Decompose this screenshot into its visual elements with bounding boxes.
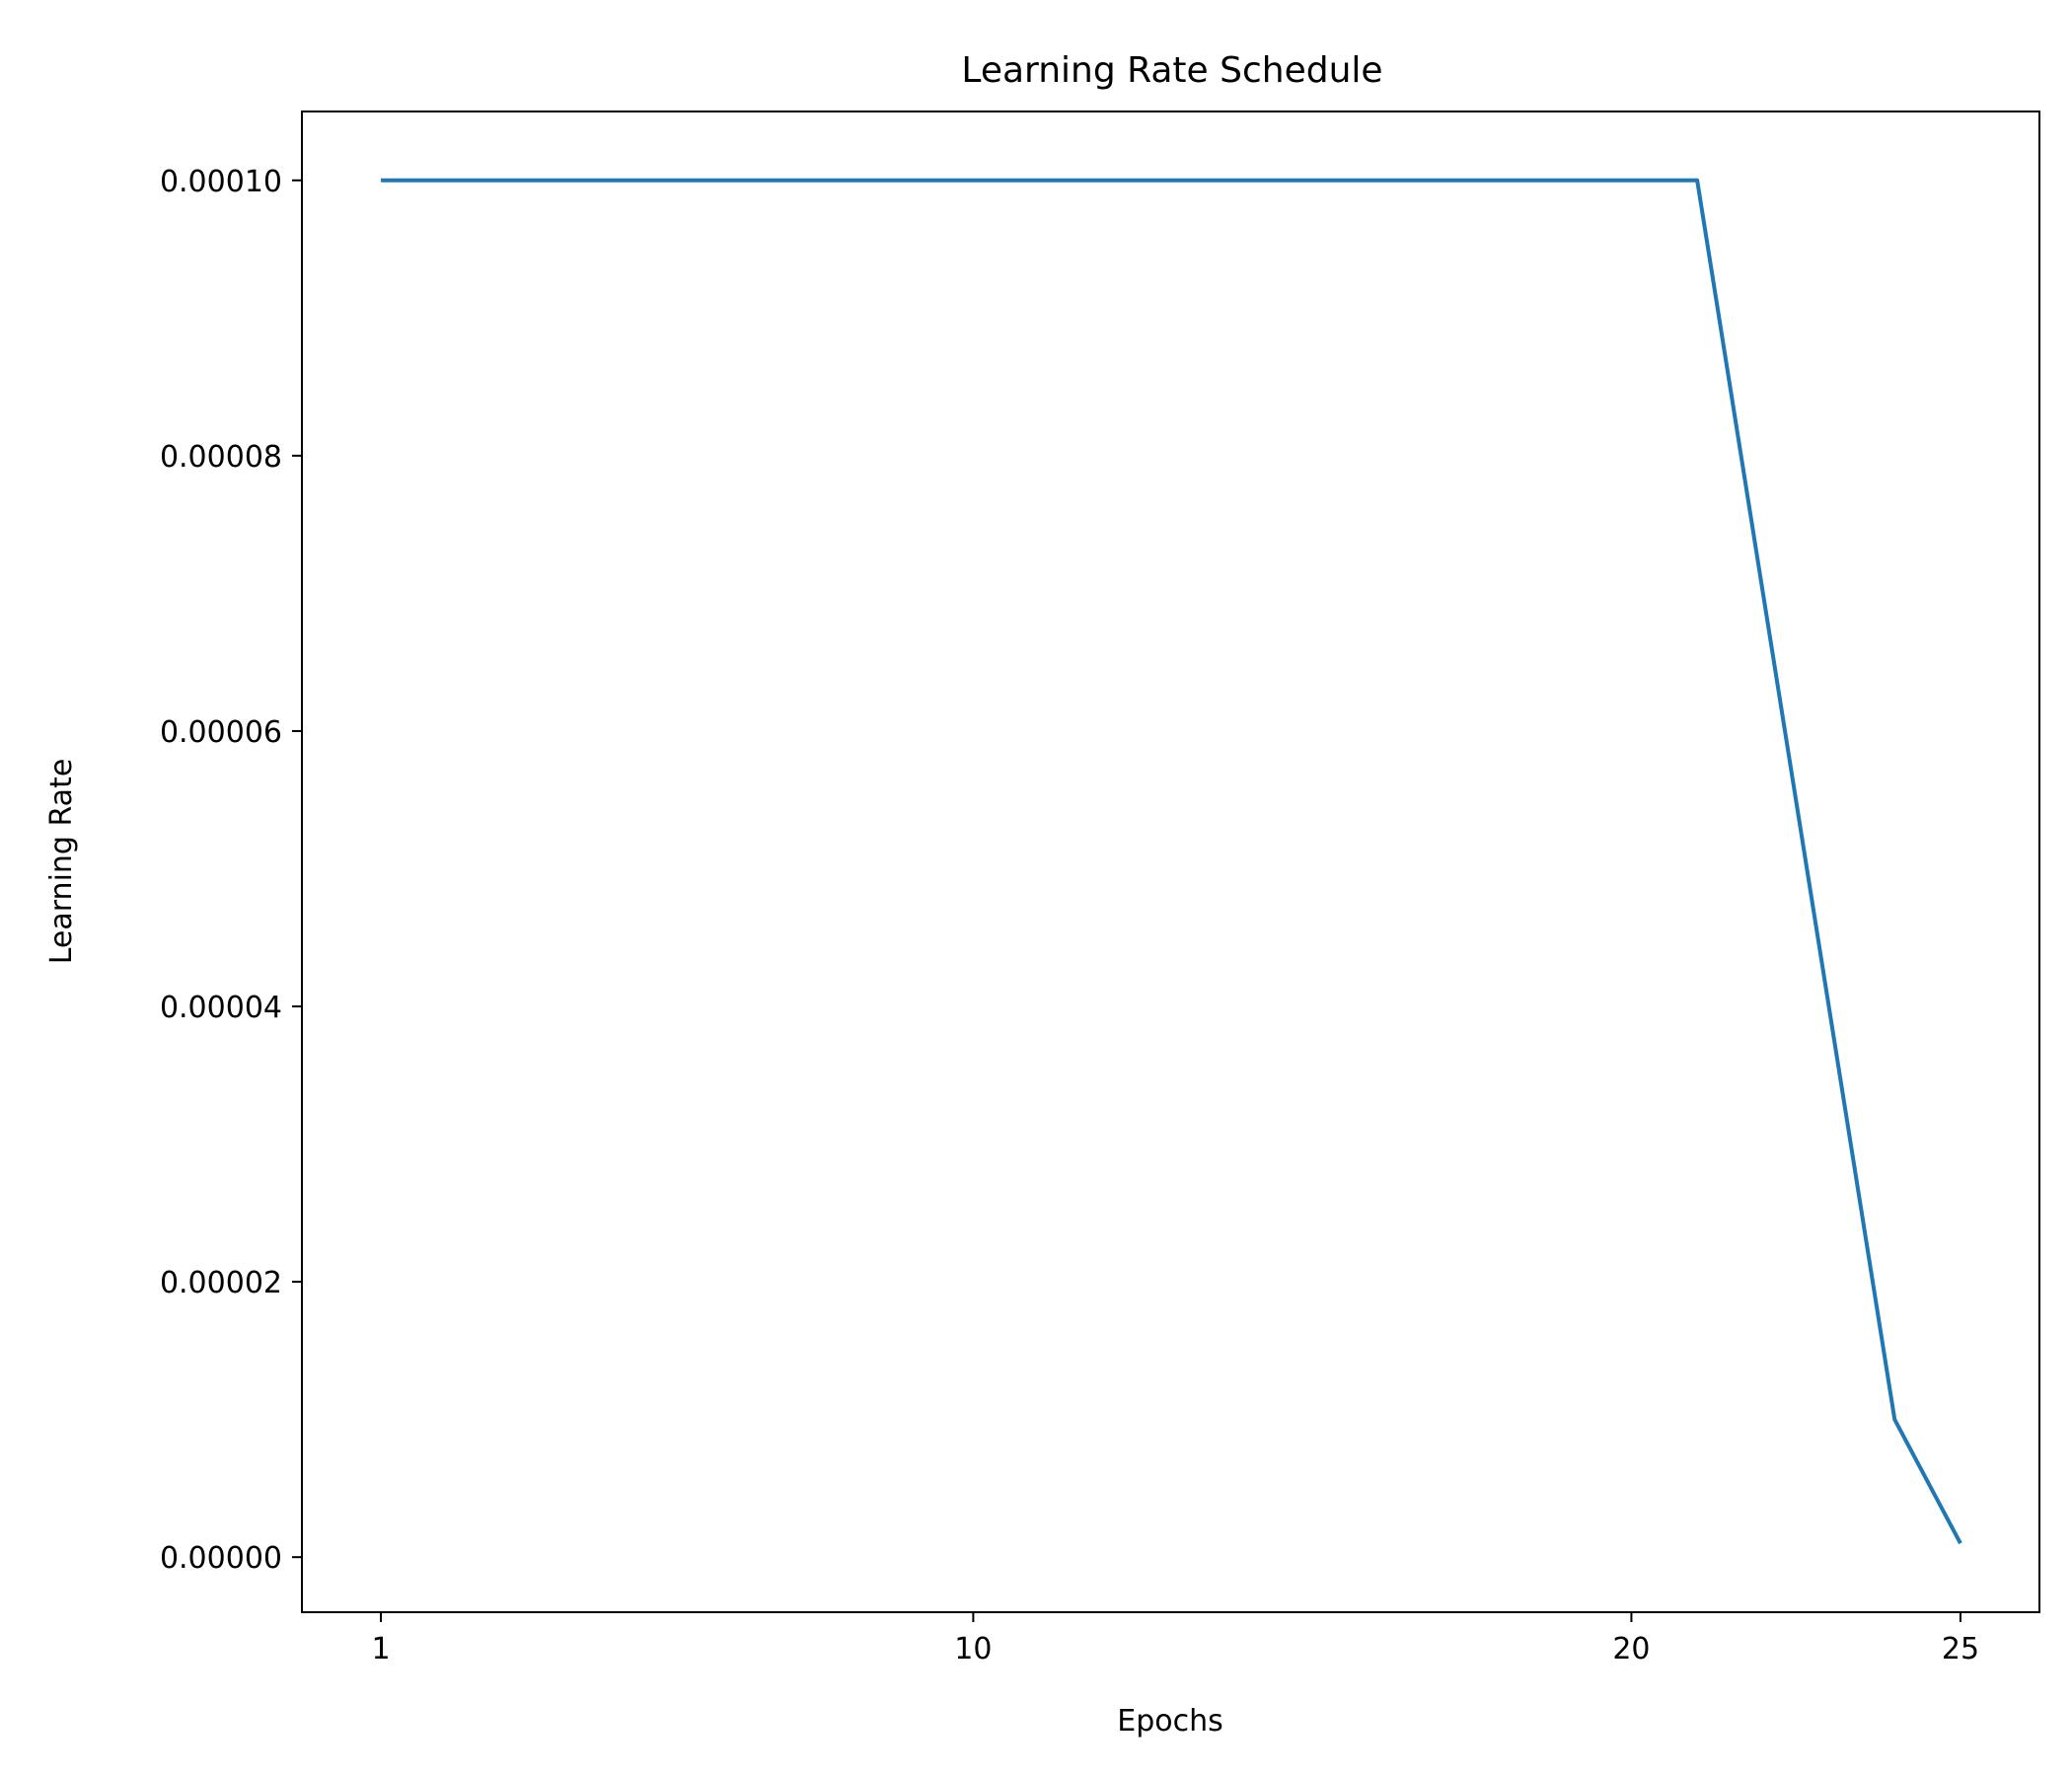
chart-title: Learning Rate Schedule <box>961 50 1382 91</box>
x-tick-label: 10 <box>954 1632 992 1666</box>
series-line <box>381 178 1962 1545</box>
x-tick-label: 1 <box>371 1632 390 1666</box>
y-tick-label: 0.00010 <box>160 165 282 199</box>
y-tick-label: 0.00006 <box>160 715 282 750</box>
x-axis: 1 10 20 25 <box>371 1612 1979 1666</box>
y-axis-label: Learning Rate <box>44 759 79 965</box>
x-axis-label: Epochs <box>1117 1704 1223 1739</box>
y-tick-label: 0.00004 <box>160 991 282 1025</box>
y-tick-label: 0.00002 <box>160 1266 282 1300</box>
x-tick-label: 20 <box>1612 1632 1650 1666</box>
y-axis: 0.00000 0.00002 0.00004 0.00006 0.00008 0.000… <box>160 165 302 1576</box>
y-tick-label: 0.00008 <box>160 440 282 475</box>
x-tick-label: 25 <box>1942 1632 1979 1666</box>
plot-area-frame <box>301 111 2040 1613</box>
y-tick-label: 0.00000 <box>160 1541 282 1576</box>
